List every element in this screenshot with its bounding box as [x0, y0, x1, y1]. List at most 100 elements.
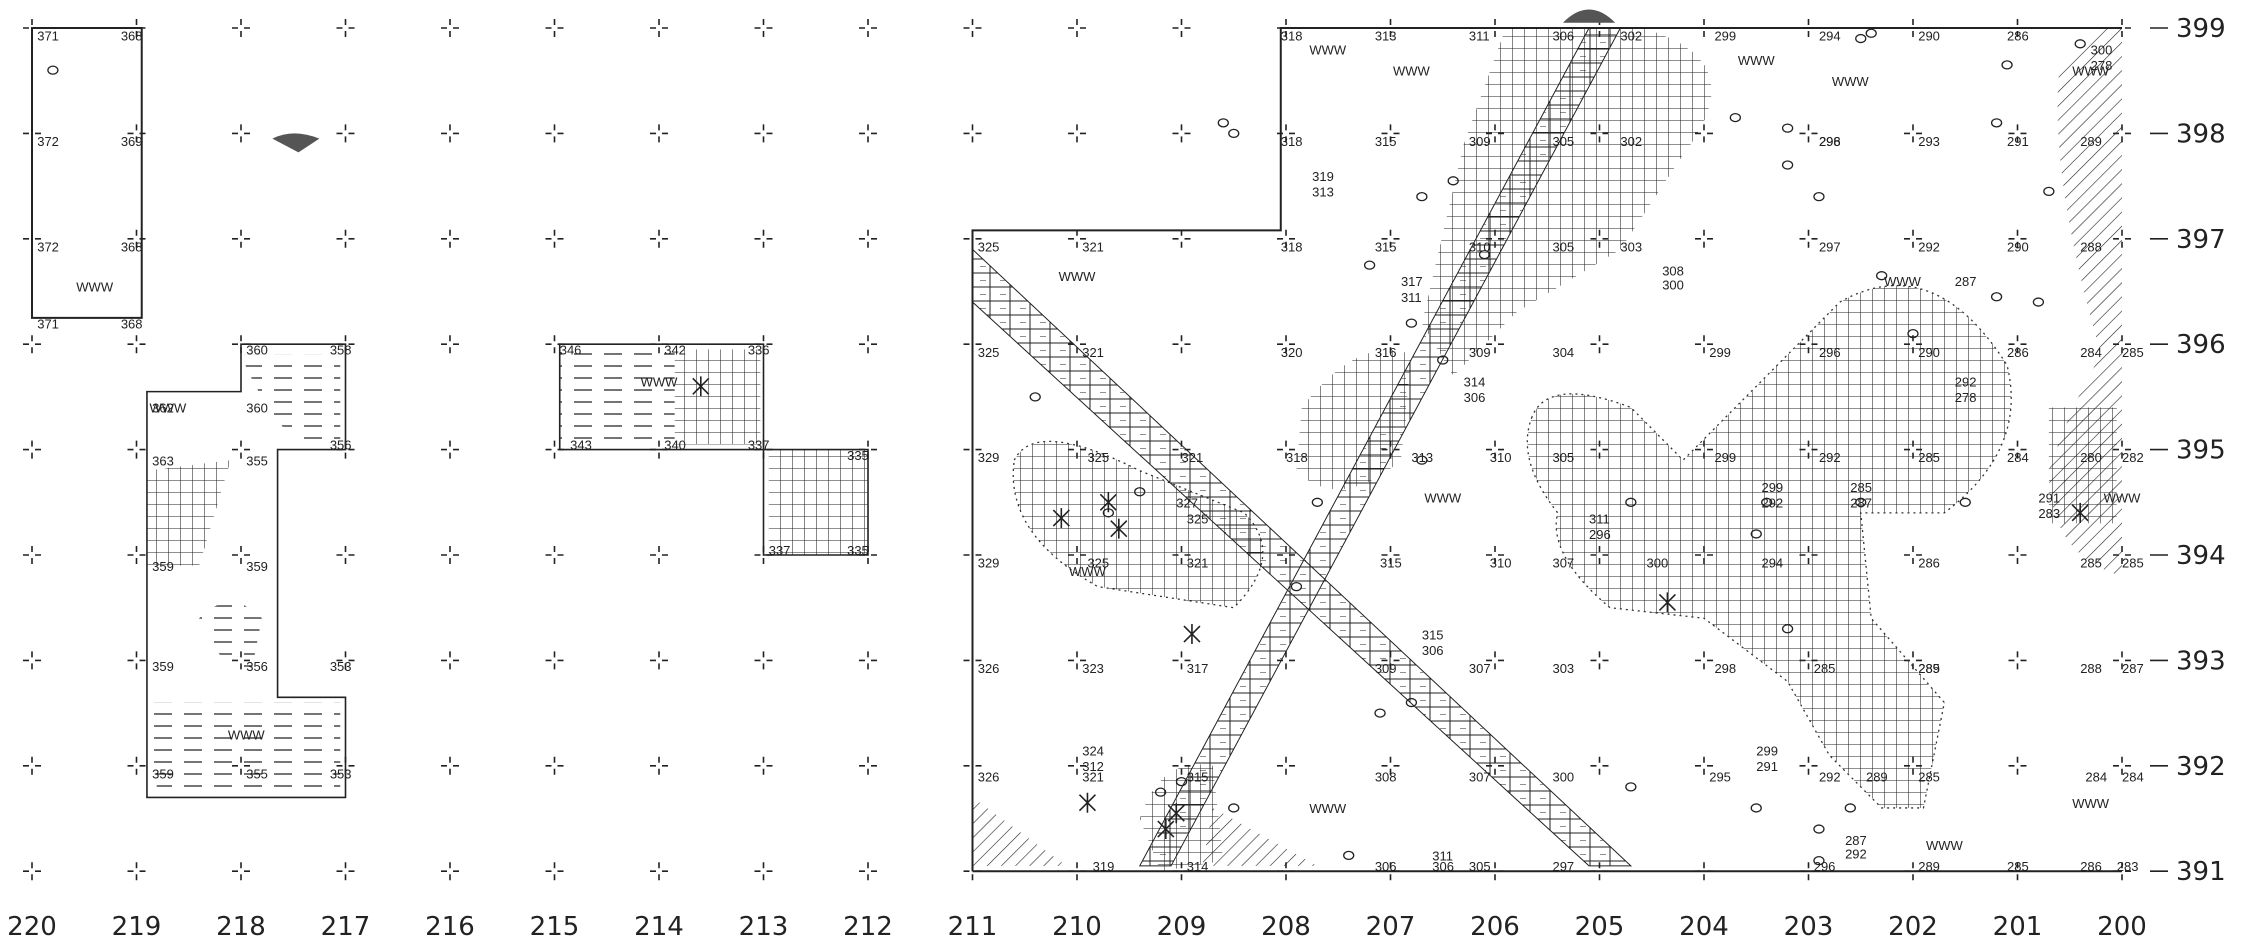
elevation-main: 278	[2091, 58, 2113, 73]
x-tick-label: 202	[1888, 912, 1938, 942]
x-tick-label: 209	[1157, 912, 1207, 942]
elevation-main: 300	[1647, 556, 1669, 571]
elevation-main: 297	[1819, 239, 1841, 254]
elevation-main: 314	[1464, 374, 1486, 389]
grid-cross	[650, 230, 668, 248]
elevation-main: 315	[1422, 627, 1444, 642]
x-tick-label: 206	[1470, 912, 1520, 942]
elevation-main: 292	[1918, 239, 1940, 254]
small-pit	[1365, 261, 1375, 269]
grid-cross	[546, 124, 564, 142]
grid-cross	[755, 19, 773, 37]
small-pit	[1783, 161, 1793, 169]
elevation-main: 324	[1082, 743, 1104, 758]
small-pit	[2075, 40, 2085, 48]
grid-cross	[441, 335, 459, 353]
elevation-main: 291	[2038, 490, 2060, 505]
marsh-symbol: WWW	[1832, 74, 1870, 89]
elevation-main: 292	[1845, 847, 1867, 862]
x-tick-label: 217	[321, 912, 371, 942]
elevation-main: 325	[978, 239, 1000, 254]
elevation-main: 315	[1380, 556, 1402, 571]
small-pit	[1730, 114, 1740, 122]
elevation-main: 285	[1814, 661, 1836, 676]
elevation-main: 321	[1187, 556, 1209, 571]
elevation-main: 315	[1375, 134, 1397, 149]
x-tick-label: 215	[530, 912, 580, 942]
grid-cross	[755, 651, 773, 669]
y-axis: 399398397396395394393392391	[2150, 14, 2226, 887]
elevation-b: 360	[246, 343, 268, 358]
elevation-main: 320	[1281, 345, 1303, 360]
grid-cross	[964, 124, 982, 142]
small-pit	[1229, 129, 1239, 137]
elevation-main: 290	[2007, 239, 2029, 254]
elevation-main: 296	[1589, 527, 1611, 542]
elevation-main: 306	[1464, 390, 1486, 405]
small-pit	[2033, 298, 2043, 306]
elevation-main: 283	[2038, 506, 2060, 521]
elevation-main: 289	[1918, 859, 1940, 874]
elevation-main: 300	[1552, 770, 1574, 785]
elevation-main: 285	[1918, 450, 1940, 465]
grid-cross	[650, 651, 668, 669]
grid-cross	[128, 757, 146, 775]
x-tick-label: 214	[634, 912, 684, 942]
elevation-main: 290	[1918, 345, 1940, 360]
elevation-main: 313	[1411, 450, 1433, 465]
grid-cross	[2009, 757, 2027, 775]
elevation-main: 307	[1469, 770, 1491, 785]
small-pit	[48, 66, 58, 74]
grid-cross	[1695, 651, 1713, 669]
elevation-main: 321	[1082, 770, 1104, 785]
elevation-main: 298	[1714, 661, 1736, 676]
grid-cross	[23, 757, 41, 775]
grid-cross	[441, 862, 459, 880]
grid-cross	[859, 335, 877, 353]
small-pit	[1992, 119, 2002, 127]
elevation-main: 287	[2122, 661, 2144, 676]
elevation-main: 295	[1709, 770, 1731, 785]
elevation-main: 294	[1761, 556, 1783, 571]
grid-cross	[650, 19, 668, 37]
grid-cross	[441, 441, 459, 459]
marsh-symbol: WWW	[228, 727, 266, 742]
grid-cross	[650, 124, 668, 142]
x-tick-label: 203	[1784, 912, 1834, 942]
x-tick-label: 219	[112, 912, 162, 942]
small-pit	[1626, 783, 1636, 791]
small-pit	[1229, 804, 1239, 812]
grid-cross	[546, 19, 564, 37]
elevation-main: 292	[1761, 496, 1783, 511]
small-pit	[1344, 851, 1354, 859]
grid-cross	[859, 230, 877, 248]
elevation-main: 282	[2122, 450, 2144, 465]
small-pit	[1814, 193, 1824, 201]
elevation-main: 318	[1281, 29, 1303, 44]
elevation-main: 296	[1819, 345, 1841, 360]
grid-cross	[23, 546, 41, 564]
grid-cross	[859, 651, 877, 669]
diag-hatch-sw	[973, 797, 1067, 866]
elevation-c: 340	[664, 438, 686, 453]
small-pit	[1992, 293, 2002, 301]
elevation-main: 302	[1620, 134, 1642, 149]
elevation-main: 299	[1714, 450, 1736, 465]
small-pit	[1814, 825, 1824, 833]
elevation-a: 372	[37, 134, 59, 149]
elevation-main: 280	[2080, 450, 2102, 465]
elevation-c: 337	[748, 438, 770, 453]
elevation-a: 368	[121, 316, 143, 331]
grid-cross	[650, 757, 668, 775]
grid-cross	[232, 862, 250, 880]
elevation-main: 321	[1082, 345, 1104, 360]
elevation-b: 359	[246, 559, 268, 574]
elevation-main: 297	[1552, 859, 1574, 874]
grid-cross	[441, 230, 459, 248]
elevation-main: 303	[1552, 661, 1574, 676]
elevation-main: 299	[1756, 743, 1778, 758]
grid-cross	[128, 862, 146, 880]
elevation-main: 309	[1375, 661, 1397, 676]
grid-cross	[755, 230, 773, 248]
grid-cross	[546, 862, 564, 880]
